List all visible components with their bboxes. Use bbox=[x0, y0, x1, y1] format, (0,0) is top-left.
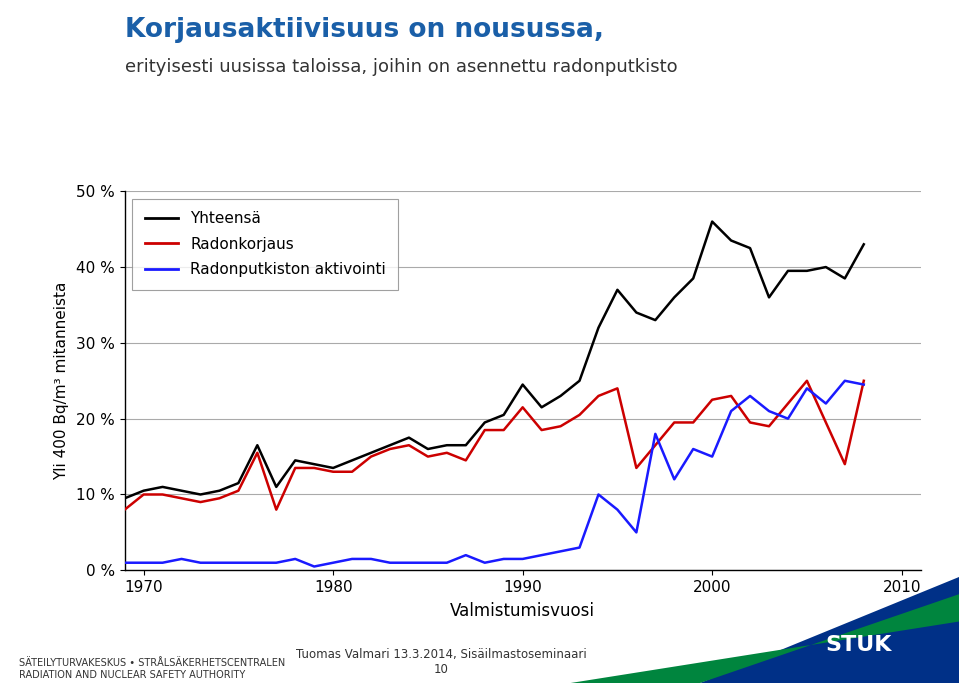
Text: Tuomas Valmari 13.3.2014, Sisäilmastoseminaari
10: Tuomas Valmari 13.3.2014, Sisäilmastosem… bbox=[295, 648, 587, 676]
Y-axis label: Yli 400 Bq/m³ mitanneista: Yli 400 Bq/m³ mitanneista bbox=[54, 281, 69, 480]
Legend: Yhteensä, Radonkorjaus, Radonputkiston aktivointi: Yhteensä, Radonkorjaus, Radonputkiston a… bbox=[132, 199, 398, 290]
Text: erityisesti uusissa taloissa, joihin on asennettu radonputkisto: erityisesti uusissa taloissa, joihin on … bbox=[125, 58, 677, 76]
Text: SÄTEILYTURVAKESKUS • STRÅLSÄKERHETSCENTRALEN
RADIATION AND NUCLEAR SAFETY AUTHOR: SÄTEILYTURVAKESKUS • STRÅLSÄKERHETSCENTR… bbox=[19, 658, 286, 680]
X-axis label: Valmistumisvuosi: Valmistumisvuosi bbox=[450, 602, 596, 620]
Text: STUK: STUK bbox=[825, 635, 892, 656]
Text: Korjausaktiivisuus on nousussa,: Korjausaktiivisuus on nousussa, bbox=[125, 17, 603, 43]
